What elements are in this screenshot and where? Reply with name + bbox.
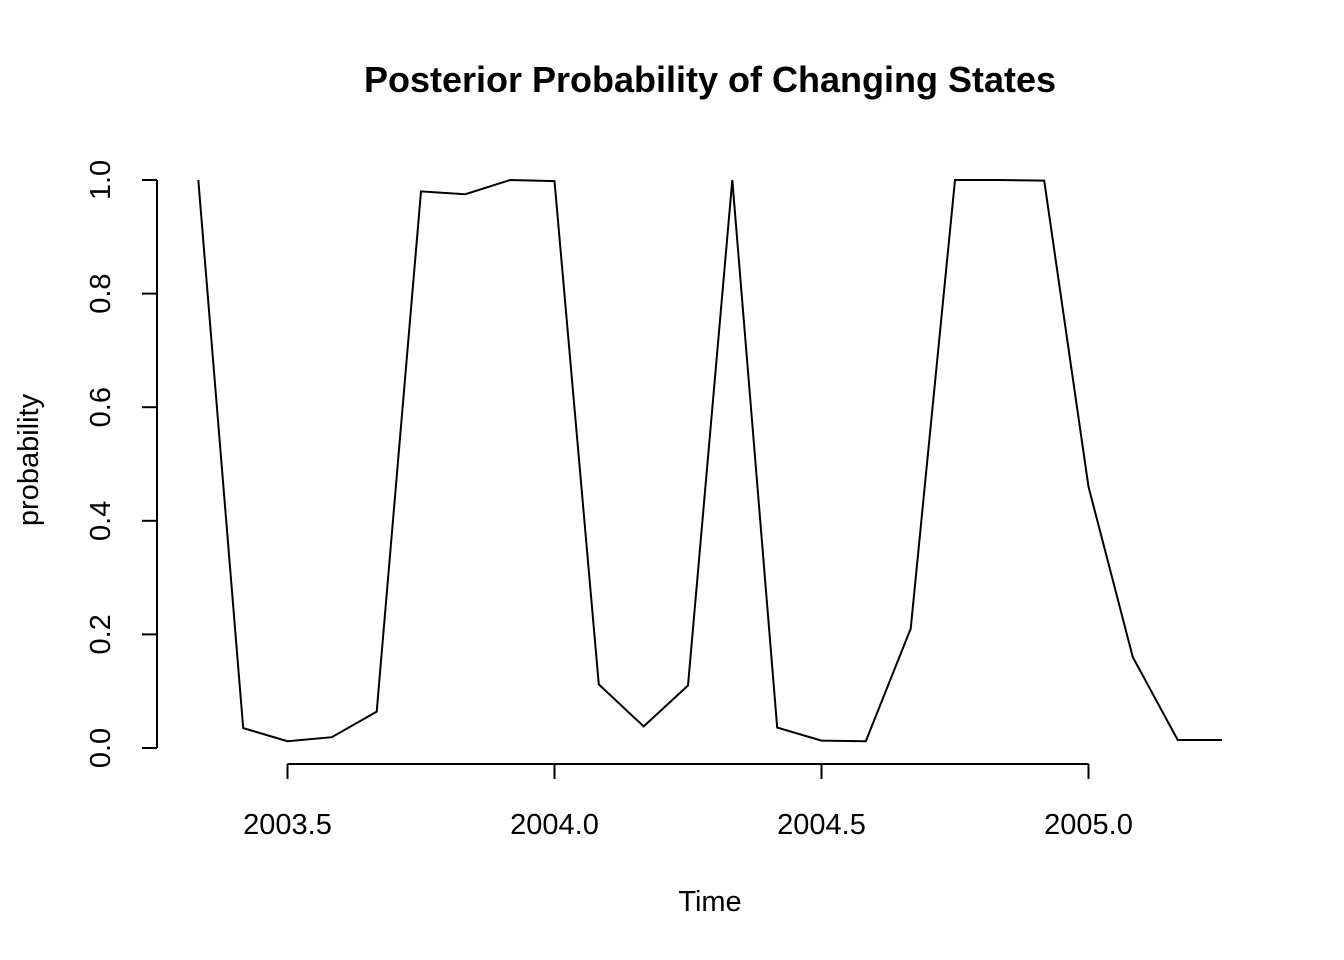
- y-tick-label: 0.2: [85, 614, 117, 654]
- chart-title: Posterior Probability of Changing States: [364, 59, 1056, 100]
- y-tick-label: 0.4: [85, 501, 117, 541]
- x-tick-label: 2005.0: [1044, 809, 1133, 841]
- series-layer: [197, 178, 1222, 743]
- x-axis-label: Time: [678, 886, 741, 918]
- y-tick-label: 0.0: [85, 728, 117, 768]
- x-tick-label: 2004.5: [777, 809, 866, 841]
- x-tick-label: 2003.5: [243, 809, 332, 841]
- y-axis: 0.0 0.2 0.4 0.6 0.8 1.0: [85, 160, 158, 768]
- series-line: [197, 178, 1222, 743]
- x-tick-label: 2004.0: [510, 809, 599, 841]
- x-axis: 2003.5 2004.0 2004.5 2005.0: [243, 763, 1133, 841]
- y-tick-label: 1.0: [85, 160, 117, 200]
- y-tick-label: 0.6: [85, 387, 117, 427]
- y-tick-label: 0.8: [85, 273, 117, 313]
- y-axis-label: probability: [13, 393, 45, 526]
